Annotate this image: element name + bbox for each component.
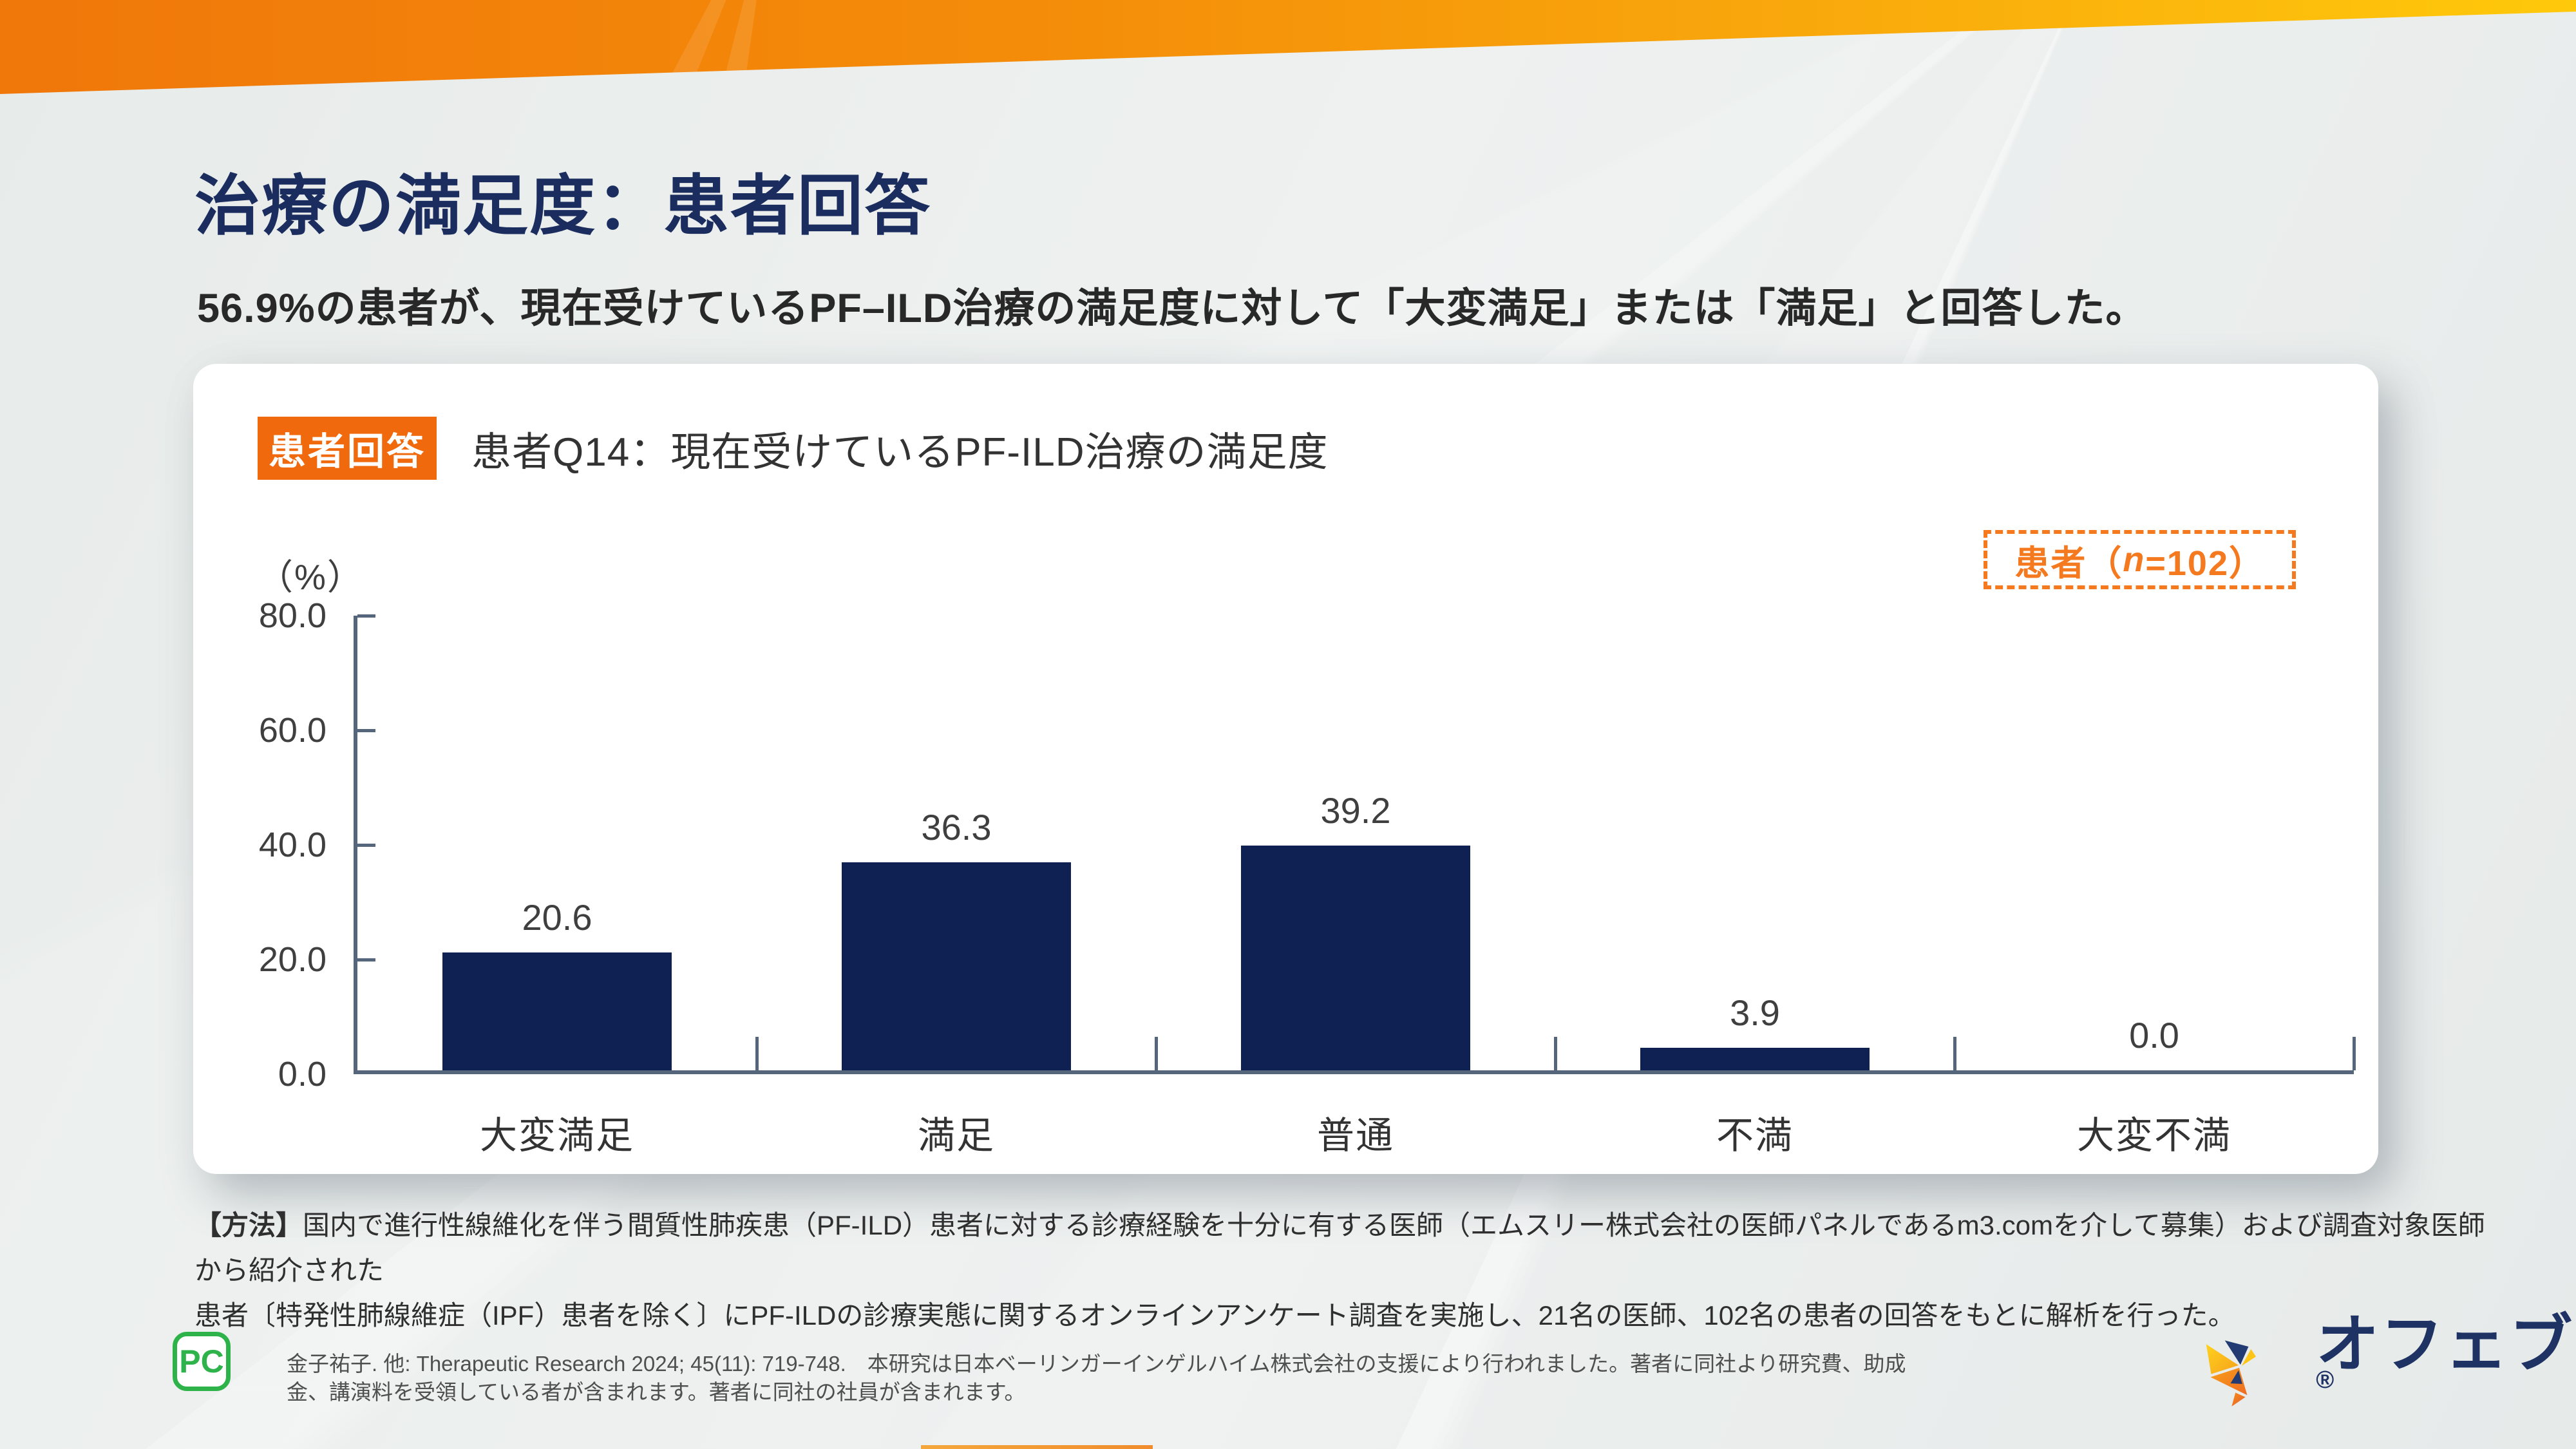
x-tick-mark <box>1155 1037 1158 1070</box>
citation-text: 金子祐子. 他: Therapeutic Research 2024; 45(1… <box>287 1352 1906 1404</box>
methodology-line2: 患者〔特発性肺線維症（IPF）患者を除く〕にPF-ILDの診療実態に関するオンラ… <box>194 1300 2235 1331</box>
x-category-label: 不満 <box>1716 1115 1794 1157</box>
ofev-logo-bird-icon <box>2206 1340 2257 1406</box>
category-slot: 0.0 大変不満 <box>1955 616 2356 1157</box>
key-message: 56.9%の患者が、現在受けているPF–ILD治療の満足度に対して「大変満足」ま… <box>197 286 2147 331</box>
registered-mark: ® <box>2316 1367 2336 1394</box>
bar-不満 <box>1640 1048 1870 1070</box>
category-slot: 20.6 大変満足 <box>357 616 759 1157</box>
bar-満足 <box>842 862 1071 1070</box>
bar-value-label: 0.0 <box>2129 1015 2179 1056</box>
ofev-logo: オフェブ® <box>2201 1293 2576 1449</box>
bar-大変満足 <box>442 952 672 1070</box>
y-tick-mark <box>357 614 375 618</box>
bar-value-label: 3.9 <box>1730 992 1780 1034</box>
x-category-label: 満足 <box>917 1115 996 1157</box>
ofev-logo-text: オフェブ® <box>2316 1309 2574 1394</box>
legend-prefix: 患者（ <box>2014 544 2123 583</box>
bottom-accent-bar <box>921 1445 1153 1449</box>
y-tick-label: 40.0 <box>258 826 327 864</box>
x-tick-mark <box>1554 1037 1557 1070</box>
y-tick-label: 80.0 <box>258 596 327 635</box>
chart-card: 患者回答 患者Q14：現在受けているPF-ILD治療の満足度 患者（ n =102）… <box>193 364 2378 1174</box>
bar-value-label: 39.2 <box>1320 790 1391 831</box>
y-tick-label: 60.0 <box>258 711 327 750</box>
bar-value-label: 36.3 <box>921 806 992 848</box>
top-accent-band <box>0 0 2576 94</box>
page-title: 治療の満足度：患者回答 <box>194 169 931 243</box>
y-axis-unit-label: （%） <box>258 557 364 597</box>
legend-box: 患者（ n =102） <box>1984 530 2296 589</box>
x-category-label: 大変不満 <box>2076 1115 2232 1157</box>
category-slot: 36.3 満足 <box>757 616 1158 1157</box>
category-slot: 3.9 不満 <box>1555 616 1956 1157</box>
question-title: 患者Q14：現在受けているPF-ILD治療の満足度 <box>471 430 1329 475</box>
y-tick-label: 20.0 <box>258 940 327 979</box>
bar-普通 <box>1241 846 1470 1070</box>
y-tick-mark <box>357 958 375 961</box>
x-tick-mark <box>1953 1037 1956 1070</box>
x-tick-mark <box>755 1037 759 1070</box>
legend-n: n <box>2123 540 2146 579</box>
plot-area: 20.6 大変満足 36.3 満足 39.2 普通 3.9 不満 0.0 大変不満 0.0 20.0… <box>259 596 2356 1157</box>
y-tick-mark <box>357 728 375 732</box>
bar-value-label: 20.6 <box>522 896 592 938</box>
x-category-label: 大変満足 <box>479 1115 635 1157</box>
methodology-note: 【方法】国内で進行性線維化を伴う間質性肺疾患（PF-ILD）患者に対する診療経験… <box>194 1203 2487 1338</box>
methodology-line1: 国内で進行性線維化を伴う間質性肺疾患（PF-ILD）患者に対する診療経験を十分に… <box>194 1210 2485 1285</box>
category-slot: 39.2 普通 <box>1156 616 1557 1157</box>
legend-suffix: =102） <box>2145 544 2265 583</box>
x-tick-mark <box>2353 1037 2356 1070</box>
x-category-label: 普通 <box>1316 1115 1395 1157</box>
methodology-label: 【方法】 <box>194 1210 303 1240</box>
y-tick-mark <box>357 843 375 847</box>
plot-slots: 20.6 大変満足 36.3 満足 39.2 普通 3.9 不満 0.0 大変不満 <box>357 616 2356 1157</box>
y-tick-label: 0.0 <box>278 1055 327 1094</box>
respondent-badge: 患者回答 <box>258 417 437 480</box>
pc-icon: PC <box>173 1332 231 1391</box>
